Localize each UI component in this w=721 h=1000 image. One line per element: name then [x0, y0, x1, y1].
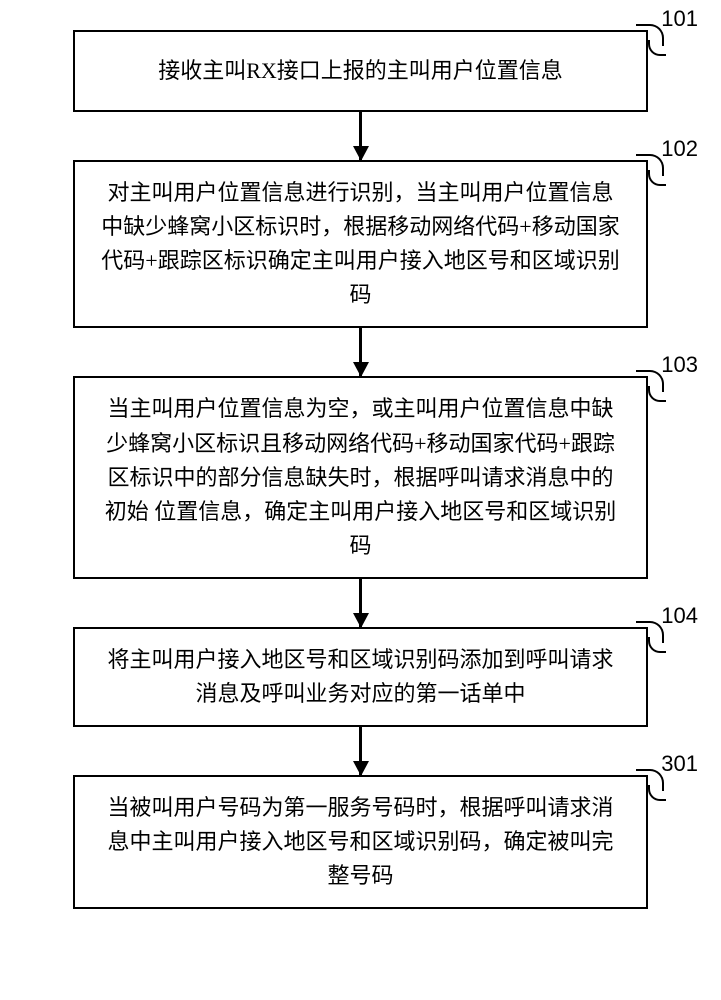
step-101-text: 接收主叫RX接口上报的主叫用户位置信息: [158, 58, 563, 83]
arrow-101-102: [359, 112, 362, 160]
step-101-box: 101 接收主叫RX接口上报的主叫用户位置信息: [73, 30, 648, 112]
step-301-box: 301 当被叫用户号码为第一服务号码时，根据呼叫请求消息中主叫用户接入地区号和区…: [73, 775, 648, 909]
arrow-104-301: [359, 727, 362, 775]
step-103-text: 当主叫用户位置信息为空，或主叫用户位置信息中缺少蜂窝小区标识且移动网络代码+移动…: [105, 396, 617, 557]
flowchart-container: 101 接收主叫RX接口上报的主叫用户位置信息 102 对主叫用户位置信息进行识…: [40, 30, 681, 909]
step-104-box: 104 将主叫用户接入地区号和区域识别码添加到呼叫请求消息及呼叫业务对应的第一话…: [73, 627, 648, 727]
step-102-text: 对主叫用户位置信息进行识别，当主叫用户位置信息中缺少蜂窝小区标识时，根据移动网络…: [101, 180, 619, 307]
step-102-label: 102: [661, 132, 698, 166]
step-103-number: 103: [661, 352, 698, 377]
step-102-number: 102: [661, 136, 698, 161]
step-101-label: 101: [661, 2, 698, 36]
step-301-number: 301: [661, 751, 698, 776]
step-102-box: 102 对主叫用户位置信息进行识别，当主叫用户位置信息中缺少蜂窝小区标识时，根据…: [73, 160, 648, 328]
step-104-number: 104: [661, 603, 698, 628]
arrow-103-104: [359, 579, 362, 627]
step-103-box: 103 当主叫用户位置信息为空，或主叫用户位置信息中缺少蜂窝小区标识且移动网络代…: [73, 376, 648, 578]
step-301-label: 301: [661, 747, 698, 781]
step-104-text: 将主叫用户接入地区号和区域识别码添加到呼叫请求消息及呼叫业务对应的第一话单中: [107, 647, 613, 706]
step-103-label: 103: [661, 348, 698, 382]
step-104-label: 104: [661, 599, 698, 633]
step-301-text: 当被叫用户号码为第一服务号码时，根据呼叫请求消息中主叫用户接入地区号和区域识别码…: [107, 795, 613, 888]
arrow-102-103: [359, 328, 362, 376]
step-101-number: 101: [661, 6, 698, 31]
